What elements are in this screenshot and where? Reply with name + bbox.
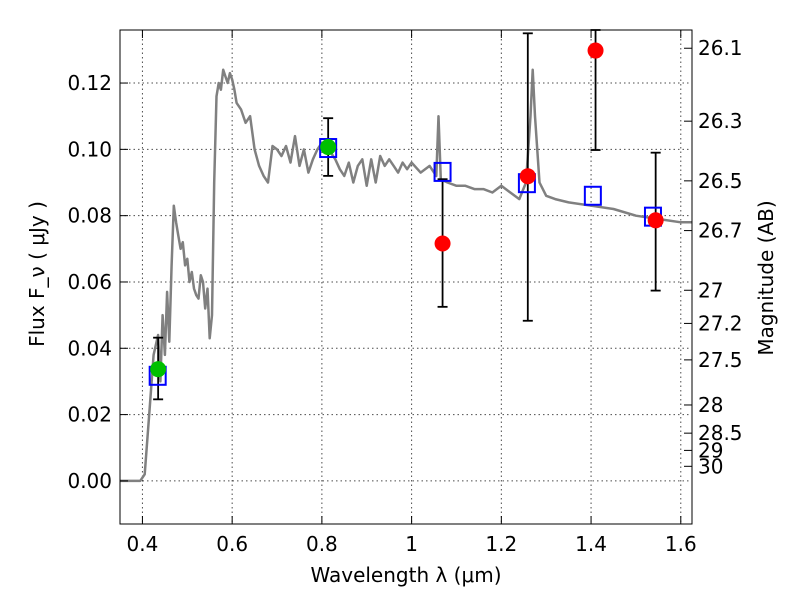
y2-tick-label: 26.5 bbox=[698, 169, 743, 193]
y-tick-label: 0.10 bbox=[67, 137, 112, 161]
axis-ticks: 0.4 0.6 0.8 1 1.2 1.4 1.6 0.00 0.02 0.04 0.06 0.08 0… bbox=[67, 30, 743, 556]
grid-lines bbox=[120, 30, 692, 524]
x-tick-label: 0.8 bbox=[306, 532, 338, 556]
x-tick-label: 1.6 bbox=[665, 532, 697, 556]
detection-point bbox=[320, 139, 337, 156]
upper-flux-point bbox=[647, 212, 664, 229]
x-tick-label: 0.4 bbox=[127, 532, 159, 556]
y-axis-label: Flux F_ν ( μJy ) bbox=[25, 201, 49, 347]
y2-tick-label: 28.5 bbox=[698, 421, 743, 445]
x-tick-label: 0.6 bbox=[216, 532, 248, 556]
y2-tick-label: 27.2 bbox=[698, 311, 743, 335]
x-tick-label: 1.2 bbox=[485, 532, 517, 556]
y2-tick-label: 27 bbox=[698, 278, 723, 302]
y-tick-label: 0.00 bbox=[67, 469, 112, 493]
upper-flux-point bbox=[519, 168, 536, 185]
y-tick-label: 0.02 bbox=[67, 403, 112, 427]
upper-flux-point bbox=[587, 42, 604, 59]
y2-axis-label: Magnitude (AB) bbox=[754, 200, 778, 355]
model-flux-square bbox=[319, 138, 338, 159]
plot-frame bbox=[119, 29, 693, 525]
x-axis-label: Wavelength λ (μm) bbox=[310, 563, 501, 587]
upper-flux-point bbox=[434, 235, 451, 252]
y-tick-label: 0.06 bbox=[67, 270, 112, 294]
y2-tick-label: 27.5 bbox=[698, 348, 743, 372]
x-tick-label: 1.4 bbox=[575, 532, 607, 556]
series-layer bbox=[120, 29, 692, 483]
y2-tick-label: 26.3 bbox=[698, 109, 743, 133]
y2-tick-label: 26.1 bbox=[698, 36, 743, 60]
y2-tick-label: 30 bbox=[698, 454, 723, 478]
y-tick-label: 0.04 bbox=[67, 336, 112, 360]
x-tick-label: 1 bbox=[405, 532, 418, 556]
model-spectrum-line bbox=[120, 68, 692, 483]
model-flux-square bbox=[583, 185, 602, 206]
y2-tick-label: 28 bbox=[698, 393, 723, 417]
detection-point bbox=[150, 361, 167, 378]
y-tick-label: 0.08 bbox=[67, 204, 112, 228]
y2-tick-label: 26.7 bbox=[698, 219, 743, 243]
y-tick-label: 0.12 bbox=[67, 71, 112, 95]
y2-tick-label: 29 bbox=[698, 438, 723, 462]
model-flux-square bbox=[433, 161, 452, 182]
